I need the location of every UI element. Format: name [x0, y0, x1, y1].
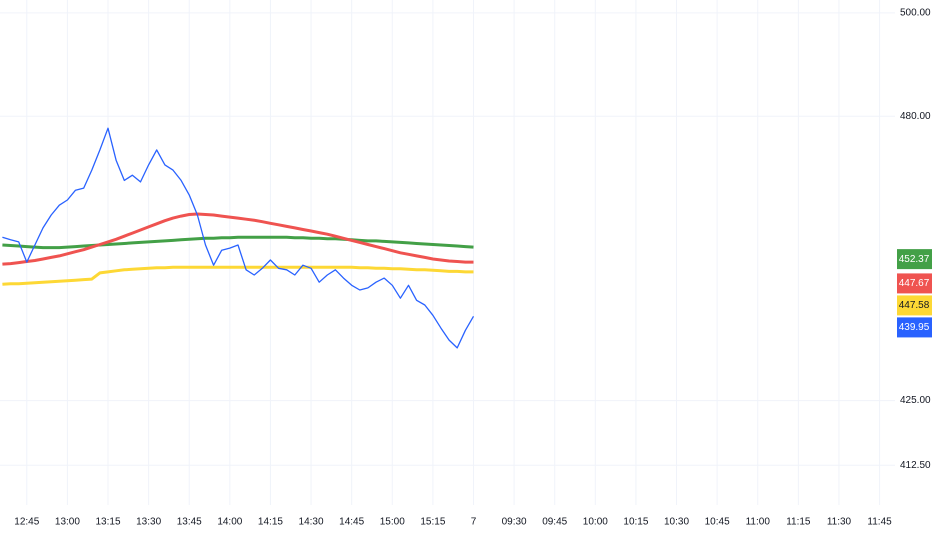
x-tick-label: 11:45 — [867, 517, 892, 528]
y-tick-label: 480.00 — [900, 111, 931, 122]
price-tag: 439.95 — [897, 317, 932, 338]
x-tick-label: 12:45 — [14, 517, 39, 528]
series-line — [2, 127, 475, 349]
x-tick-label: 13:45 — [177, 517, 202, 528]
x-tick-label: 14:00 — [217, 517, 242, 528]
x-tick-label: 10:30 — [664, 517, 689, 528]
x-tick-label: 15:15 — [420, 517, 445, 528]
series-line — [2, 235, 474, 250]
price-tag: 447.58 — [897, 295, 932, 316]
price-tag-label: 447.58 — [899, 300, 930, 311]
x-tick-label: 13:00 — [55, 517, 80, 528]
price-tag-label: 439.95 — [899, 322, 930, 333]
x-tick-label: 09:45 — [542, 517, 567, 528]
x-tick-label: 10:15 — [623, 517, 648, 528]
price-tag-box — [897, 273, 932, 294]
price-tag: 452.37 — [897, 249, 932, 270]
x-tick-label: 14:15 — [258, 517, 283, 528]
x-tick-label: 13:30 — [136, 517, 161, 528]
x-tick-label: 13:15 — [96, 517, 121, 528]
y-tick-label: 425.00 — [900, 395, 931, 406]
y-tick-label: 412.50 — [900, 460, 931, 471]
x-tick-label: 11:15 — [786, 517, 811, 528]
price-tag: 447.67 — [897, 273, 932, 294]
x-tick-label: 10:00 — [583, 517, 608, 528]
x-tick-label: 09:30 — [502, 517, 527, 528]
series-line — [2, 265, 474, 286]
x-tick-label: 15:00 — [380, 517, 405, 528]
x-tick-label: 11:30 — [827, 517, 852, 528]
x-tick-label: 7 — [471, 517, 477, 528]
price-tag-box — [897, 295, 932, 316]
price-tag-box — [897, 249, 932, 270]
y-tick-label: 500.00 — [900, 8, 931, 19]
x-tick-label: 11:00 — [746, 517, 771, 528]
price-tag-label: 452.37 — [899, 254, 930, 265]
price-tag-box — [897, 317, 932, 338]
series-line — [2, 212, 474, 266]
x-tick-label: 10:45 — [705, 517, 730, 528]
x-tick-label: 14:30 — [299, 517, 324, 528]
price-tag-label: 447.67 — [899, 278, 930, 289]
x-tick-label: 14:45 — [339, 517, 364, 528]
